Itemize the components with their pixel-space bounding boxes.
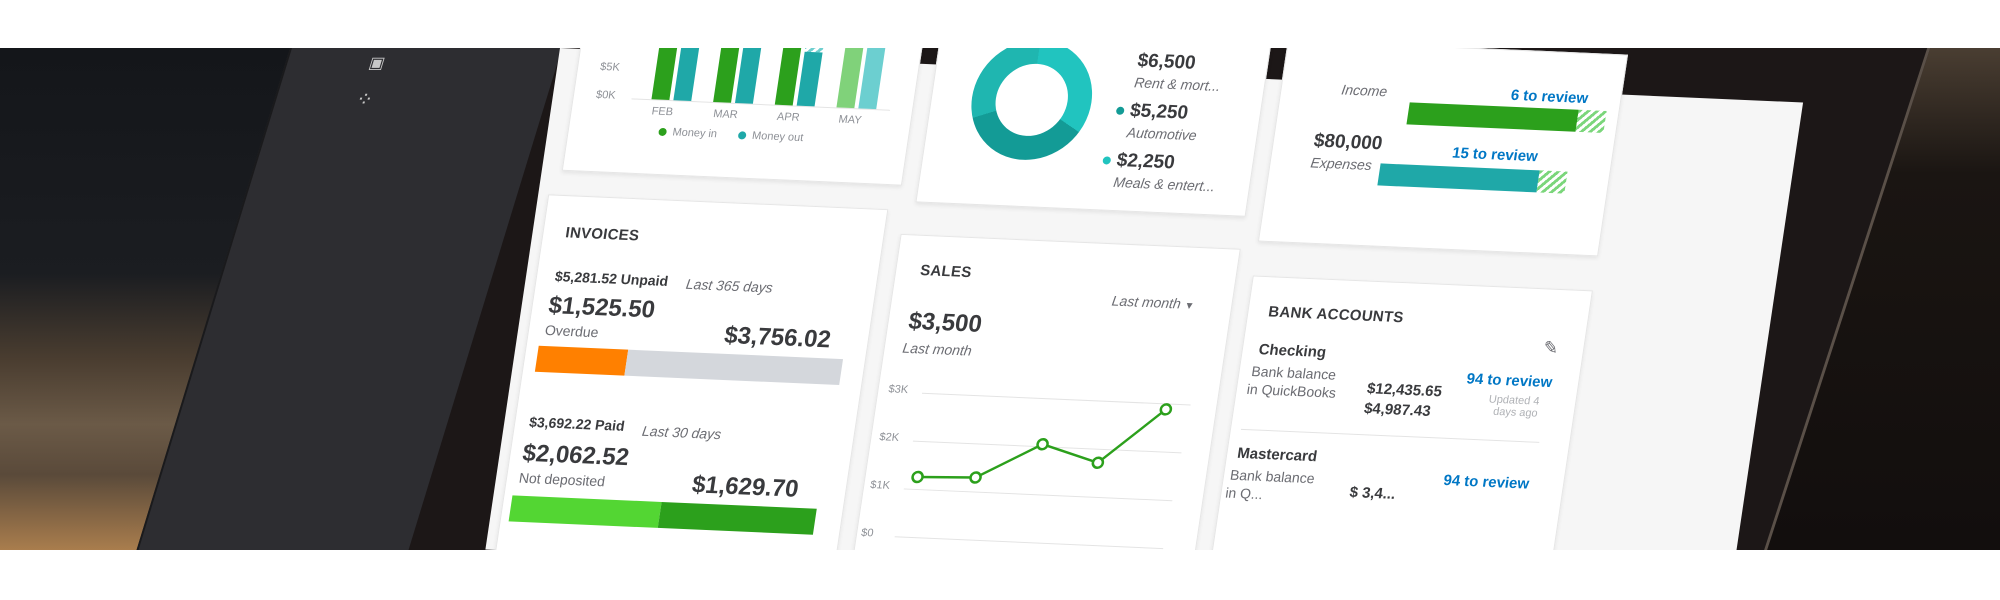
dashboard: $5K $0K FEB MAR APR MAY Money in Money o…: [485, 48, 1804, 550]
paid-summary: $3,692.22 Paid: [528, 413, 626, 434]
expense-2-amount: $5,250: [1115, 100, 1190, 125]
expenses-review-link[interactable]: 15 to review: [1450, 144, 1539, 166]
account-checking-qb-balance: $4,987.43: [1362, 400, 1432, 420]
bar-apr-money-out: [796, 51, 823, 107]
income-bar: [1406, 102, 1579, 132]
x-tick-apr: APR: [776, 110, 801, 124]
account-checking-label-2: in QuickBooks: [1245, 380, 1338, 401]
account-checking-updated: Updated 4 days ago: [1487, 393, 1541, 420]
profit-loss-card[interactable]: $5K $0K FEB MAR APR MAY Money in Money o…: [561, 48, 926, 186]
deposited-amount: $1,629.70: [690, 471, 801, 503]
invoices-title: INVOICES: [564, 224, 641, 245]
deposited-bar[interactable]: [657, 501, 817, 535]
y-tick-5k: $5K: [599, 60, 621, 74]
not-deposited-bar[interactable]: [508, 495, 662, 528]
income-bar-pending: [1575, 109, 1607, 133]
invoices-card[interactable]: INVOICES $5,281.52 Unpaid Last 365 days …: [491, 194, 889, 550]
sales-title: SALES: [919, 261, 973, 282]
overdue-label: Overdue: [543, 321, 600, 341]
photo-background: ▣ ⁘ $5K $0K FEB MAR APR MAY Money in Mon…: [0, 48, 2000, 550]
account-checking-label-1: Bank balance: [1250, 362, 1338, 383]
overdue-bar[interactable]: [534, 345, 629, 376]
bar-may-money-out: [858, 48, 889, 110]
bar-mar-money-out: [735, 48, 766, 104]
income-label: Income: [1340, 81, 1389, 100]
income-expenses-review-card[interactable]: Income 6 to review $80,000 Expenses 15 t…: [1257, 48, 1629, 257]
account-mastercard-name[interactable]: Mastercard: [1236, 444, 1319, 466]
sales-y-tick-1k: $1K: [869, 478, 891, 492]
account-mastercard-label-1: Bank balance: [1229, 466, 1316, 487]
y-tick-0k: $0K: [595, 88, 617, 102]
sales-period-select[interactable]: Last month ▼: [1110, 292, 1196, 313]
expense-1-label: Rent & mort...: [1133, 74, 1222, 95]
sales-y-tick-2k: $2K: [878, 431, 900, 444]
bar-feb-money-out: [673, 48, 705, 102]
account-mastercard-label-2: in Q...: [1224, 484, 1264, 503]
sales-amount-label: Last month: [901, 339, 973, 359]
not-due-amount: $3,756.02: [722, 321, 833, 354]
bank-accounts-card[interactable]: BANK ACCOUNTS ✎ Checking Bank balance in…: [1202, 275, 1593, 550]
expenses-amount: $80,000: [1312, 130, 1384, 155]
expenses-bar-pending: [1536, 170, 1568, 194]
expenses-bar: [1377, 163, 1540, 193]
account-mastercard-bank-balance: $ 3,4...: [1348, 483, 1397, 503]
paid-period: Last 30 days: [641, 422, 723, 443]
expense-1-amount: $6,500: [1136, 50, 1198, 74]
not-deposited-label: Not deposited: [517, 469, 607, 490]
not-deposited-amount: $2,062.52: [520, 439, 631, 472]
x-tick-mar: MAR: [712, 108, 739, 122]
chevron-down-icon: ▼: [1183, 300, 1196, 313]
expense-3-amount: $2,250: [1101, 149, 1176, 174]
sales-amount: $3,500: [906, 307, 984, 338]
expenses-card[interactable]: $6,500 Rent & mort... $5,250 Automotive …: [915, 48, 1273, 217]
bank-accounts-title: BANK ACCOUNTS: [1267, 303, 1405, 327]
expenses-label: Expenses: [1309, 154, 1374, 174]
account-checking-review-link[interactable]: 94 to review: [1465, 370, 1554, 392]
sales-line-chart: [911, 403, 1173, 484]
account-checking-name[interactable]: Checking: [1257, 341, 1328, 362]
legend-money-out: Money out: [737, 129, 804, 144]
sales-card[interactable]: SALES Last month ▼ $3,500 Last month $3K…: [846, 233, 1241, 550]
monitor-icon[interactable]: ▣: [366, 55, 387, 72]
account-mastercard-review-link[interactable]: 94 to review: [1442, 471, 1531, 493]
income-review-link[interactable]: 6 to review: [1509, 86, 1590, 108]
x-tick-may: MAY: [837, 113, 863, 127]
sales-y-tick-0: $0: [860, 526, 875, 540]
expense-2-label: Automotive: [1125, 124, 1198, 144]
sales-y-tick-3k: $3K: [887, 383, 909, 397]
unpaid-period: Last 365 days: [684, 275, 774, 296]
legend-money-in: Money in: [658, 126, 718, 140]
pencil-edit-icon[interactable]: ✎: [1541, 337, 1560, 359]
expense-3-label: Meals & entert...: [1112, 173, 1217, 195]
account-checking-bank-balance: $12,435.65: [1365, 380, 1444, 401]
expenses-donut: [963, 48, 1101, 163]
x-tick-feb: FEB: [650, 105, 674, 119]
overdue-amount: $1,525.50: [546, 291, 657, 324]
apps-grid-icon[interactable]: ⁘: [352, 89, 377, 111]
unpaid-summary: $5,281.52 Unpaid: [553, 268, 670, 289]
